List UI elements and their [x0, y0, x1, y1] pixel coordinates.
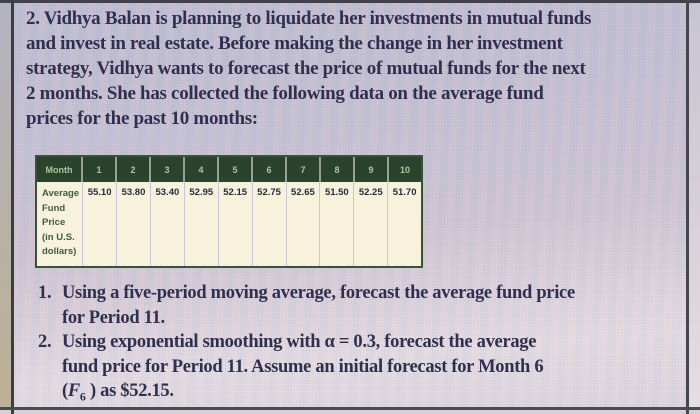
month-header-label: Month: [37, 157, 83, 182]
question-2-text: Using exponential smoothing with α = 0.3…: [62, 330, 688, 409]
month-header-cell: 5: [219, 157, 253, 182]
row-header-line: Price: [42, 217, 66, 228]
row-header-line: Average: [42, 188, 80, 199]
price-cell: 52.25: [354, 182, 389, 266]
question-line: Using a five-period moving average, fore…: [62, 283, 575, 303]
fund-price-table: Month 1 2 3 4 5 6 7 8 9 10 Average Fund …: [35, 155, 423, 268]
price-cell: 52.75: [253, 182, 287, 266]
intro-line: 2. Vidhya Balan is planning to liquidate…: [26, 8, 592, 29]
month-header-cell: 2: [117, 157, 151, 182]
intro-line: strategy, Vidhya wants to forecast the p…: [26, 58, 586, 79]
price-cell: 53.80: [117, 182, 151, 266]
price-cell: 52.95: [185, 182, 219, 266]
bottom-border-line: [0, 407, 700, 410]
row-header-line: (in U.S.: [42, 231, 75, 243]
table-header-row: Month 1 2 3 4 5 6 7 8 9 10: [37, 157, 421, 182]
price-cell: 53.40: [151, 182, 185, 266]
month-header-cell: 6: [253, 157, 287, 182]
questions-list: 1. Using a five-period moving average, f…: [38, 281, 688, 409]
formula-open-paren: (: [62, 381, 68, 401]
month-header-cell: 9: [355, 157, 389, 182]
row-header-average-fund-price: Average Fund Price (in U.S. dollars): [37, 182, 84, 266]
intro-line: and invest in real estate. Before making…: [26, 33, 563, 54]
question-1-text: Using a five-period moving average, fore…: [62, 281, 688, 330]
top-border-line: [0, 0, 700, 3]
month-header-cell: 4: [185, 157, 219, 182]
question-line-formula: (F6 ) as $52.15.: [62, 379, 688, 409]
question-1: 1. Using a five-period moving average, f…: [38, 281, 688, 330]
price-cell: 51.70: [392, 187, 417, 198]
month-header-cell: 1: [83, 157, 117, 182]
forecast-symbol: F: [67, 381, 80, 401]
page-left-margin: [0, 0, 11, 414]
price-cell: 52.65: [287, 182, 321, 266]
page-right-margin: [689, 0, 700, 414]
table-data-row: Average Fund Price (in U.S. dollars) 55.…: [37, 182, 421, 266]
question-1-number: 1.: [38, 283, 52, 303]
left-border-line: [11, 0, 14, 414]
month-header-cell: 10: [389, 157, 421, 182]
right-border-line: [686, 0, 689, 414]
formula-rest: ) as $52.15.: [85, 381, 174, 401]
page-bottom-margin: [0, 410, 700, 414]
row-header-line: Fund: [42, 202, 66, 214]
forecast-subscript: 6: [79, 389, 86, 404]
row-header-line: dollars): [42, 246, 77, 257]
question-line: Using exponential smoothing with α = 0.3…: [62, 332, 537, 352]
question-line: fund price for Period 11. Assume an init…: [62, 356, 544, 377]
intro-line: 2 months. She has collected the followin…: [26, 83, 544, 104]
question-2-number: 2.: [38, 332, 52, 352]
price-cell: 52.15: [219, 182, 253, 266]
month-header-cell: 8: [321, 157, 355, 182]
price-cell: 51.50: [320, 182, 355, 266]
problem-statement: 2. Vidhya Balan is planning to liquidate…: [26, 6, 698, 131]
price-cell: 55.10: [83, 182, 118, 266]
question-line: for Period 11.: [62, 307, 165, 328]
question-2: 2. Using exponential smoothing with α = …: [38, 330, 688, 409]
month-header-cell: 3: [151, 157, 185, 182]
intro-line: prices for the past 10 months:: [26, 108, 258, 129]
month-header-cell: 7: [287, 157, 321, 182]
